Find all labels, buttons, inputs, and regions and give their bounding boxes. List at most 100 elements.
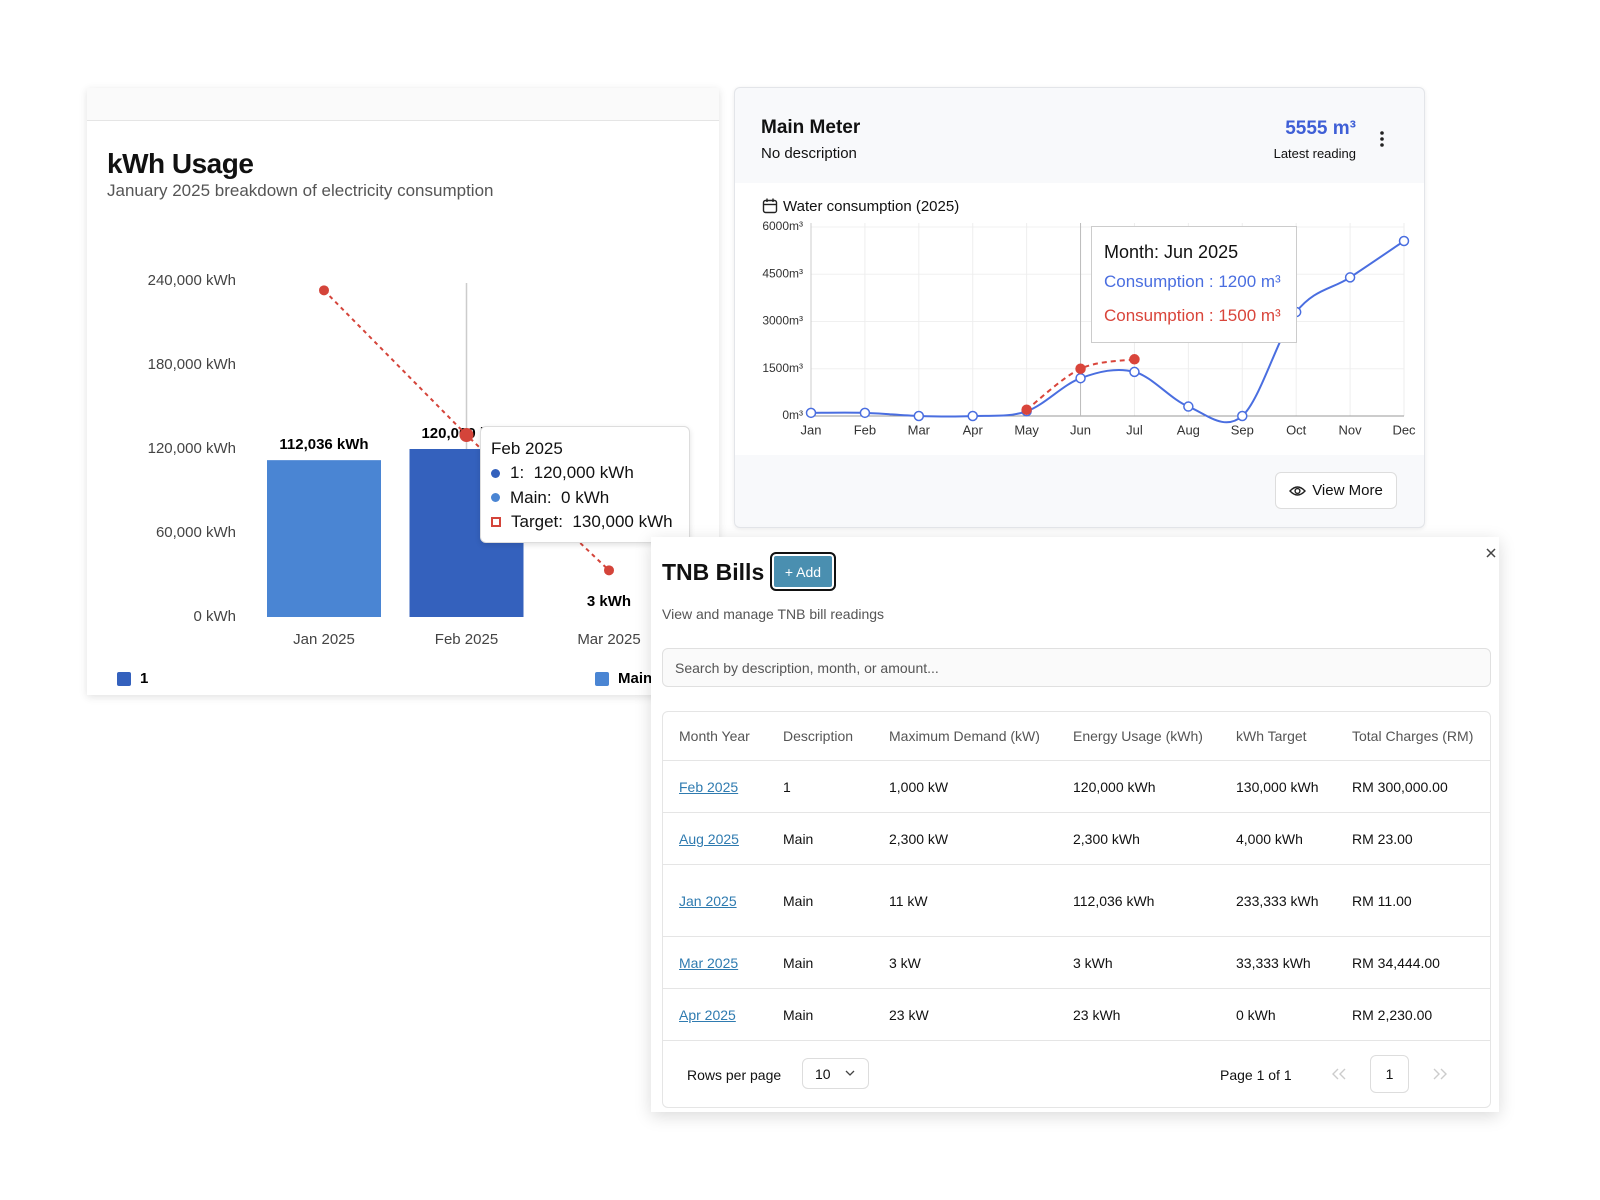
cell-text: Main — [783, 830, 814, 847]
table-container: Month Year Description Maximum Demand (kW)… — [662, 711, 1491, 1108]
target-point — [459, 428, 474, 442]
y-tick-label: 6000m³ — [762, 219, 803, 233]
line-chart: 0m³ 1500m³ 3000m³ 4500m³ 6000m³ Jan Feb Mar Apr M… — [762, 219, 1416, 437]
main-meter-card: Main Meter No description 5555 m³ Latest… — [734, 87, 1425, 528]
y-tick-label: 0m³ — [782, 408, 803, 422]
table-cell: 112,036 kWh — [1057, 864, 1220, 937]
table-cell: 130,000 kWh — [1220, 760, 1336, 813]
current-page[interactable]: 1 — [1370, 1055, 1409, 1093]
rows-per-page-label: Rows per page — [687, 1067, 782, 1083]
chart-tooltip: Feb 2025 1: 120,000 kWh Main: 0 kWh Target… — [480, 426, 690, 543]
page-info: Page 1 of 1 — [1220, 1067, 1292, 1083]
tooltip-marker — [491, 517, 501, 528]
meter-title: Main Meter — [761, 117, 861, 138]
rows-per-page-select[interactable]: 10 — [802, 1058, 869, 1089]
table-cell: 2,300 kW — [873, 812, 1057, 865]
series-point — [859, 407, 871, 419]
latest-reading-label: Latest reading — [1273, 146, 1356, 161]
more-menu[interactable] — [1375, 130, 1389, 148]
table-cell: RM 23.00 — [1336, 812, 1490, 865]
table-cell: 1 — [767, 760, 873, 813]
table-row: Mar 2025 Main 3 kW 3 kWh 33,333 kWh RM 34,444… — [663, 936, 1490, 989]
tooltip-row: Main: 0 kWh — [491, 486, 679, 511]
view-more-button[interactable]: View More — [1275, 472, 1397, 509]
x-tick-label: Dec — [1392, 422, 1416, 437]
tooltip-text: Main: 0 kWh — [510, 487, 610, 507]
cell-text: Main — [783, 954, 814, 971]
table-row: Feb 2025 1 1,000 kW 120,000 kWh 130,000 kWh R… — [663, 760, 1490, 813]
cell-text: 0 kWh — [1236, 1006, 1276, 1023]
cell-text: 2,300 kWh — [1073, 830, 1140, 847]
tooltip-row: Consumption : 1200 m³ — [1104, 272, 1281, 291]
cell-text: 112,036 kWh — [1073, 892, 1155, 909]
chart-title: Water consumption (2025) — [783, 198, 960, 215]
table-cell: RM 11.00 — [1336, 864, 1490, 937]
chart-area — [735, 183, 1424, 455]
month-link[interactable]: Apr 2025 — [679, 1006, 736, 1023]
add-button[interactable]: + Add — [770, 552, 836, 591]
cell-text: 3 kW — [889, 954, 921, 971]
first-page-button[interactable] — [1331, 1068, 1347, 1080]
table-cell: Jan 2025 — [663, 864, 767, 937]
cell-text: Main — [783, 1006, 814, 1023]
legend-swatch — [595, 672, 609, 686]
x-tick-label: Feb — [854, 422, 876, 437]
bar-chart: 0 kWh 60,000 kWh 120,000 kWh 180,000 kWh 240… — [117, 272, 719, 687]
column-header: Description — [767, 712, 873, 761]
table-cell: Mar 2025 — [663, 936, 767, 989]
cell-text: RM 300,000.00 — [1352, 778, 1448, 795]
table-cell: Main — [767, 988, 873, 1041]
tooltip-row: Consumption : 1500 m³ — [1104, 306, 1281, 325]
last-page-button[interactable] — [1432, 1068, 1448, 1080]
cell-text: 3 kWh — [1073, 954, 1113, 971]
search-input[interactable]: Search by description, month, or amount.… — [662, 648, 1491, 687]
table-cell: Main — [767, 812, 873, 865]
y-tick-label: 240,000 kWh — [148, 272, 236, 289]
series-point — [1129, 354, 1140, 365]
month-link[interactable]: Mar 2025 — [679, 954, 739, 971]
target-point — [604, 565, 614, 576]
meter-description: No description — [761, 145, 857, 162]
month-link[interactable]: Feb 2025 — [679, 778, 739, 795]
eye-icon — [1289, 485, 1307, 496]
table-cell: Apr 2025 — [663, 988, 767, 1041]
column-header: Total Charges (RM) — [1336, 712, 1490, 761]
x-tick-label: Jun — [1070, 422, 1091, 437]
table-row: Jan 2025 Main 11 kW 112,036 kWh 233,333 kWh R… — [663, 864, 1490, 937]
tooltip-marker — [491, 468, 500, 478]
dialog-title: TNB Bills — [662, 559, 765, 585]
cell-text: RM 34,444.00 — [1352, 954, 1440, 971]
column-header: Energy Usage (kWh) — [1057, 712, 1220, 761]
series-point — [1398, 235, 1410, 247]
table-cell: Feb 2025 — [663, 760, 767, 813]
x-tick-label: Apr — [963, 422, 984, 437]
x-tick-label: Nov — [1339, 422, 1363, 437]
chart-tooltip: Month: Jun 2025 Consumption : 1200 m³ Con… — [1091, 226, 1297, 343]
series-point — [967, 410, 978, 422]
table-cell: 23 kWh — [1057, 988, 1220, 1041]
y-tick-label: 120,000 kWh — [148, 440, 236, 457]
x-tick-label: Aug — [1177, 422, 1200, 437]
month-link[interactable]: Jan 2025 — [679, 892, 737, 909]
y-tick-label: 0 kWh — [193, 608, 236, 625]
card-header-strip — [87, 88, 719, 121]
cell-text: 130,000 kWh — [1236, 778, 1319, 795]
month-link[interactable]: Aug 2025 — [679, 830, 739, 847]
series-point — [1344, 272, 1356, 283]
tooltip-row: 1: 120,000 kWh — [491, 461, 679, 486]
x-tick-label: Oct — [1286, 422, 1307, 437]
latest-reading: 5555 m³ — [1285, 118, 1356, 139]
close-button[interactable] — [1485, 547, 1497, 559]
y-tick-label: 3000m³ — [762, 314, 803, 328]
target-point — [319, 285, 329, 296]
x-tick-label: Mar 2025 — [577, 631, 640, 648]
table-cell: 2,300 kWh — [1057, 812, 1220, 865]
bills-table: Month Year Description Maximum Demand (kW)… — [663, 712, 1490, 1041]
series-point — [913, 410, 925, 422]
cell-text: 4,000 kWh — [1236, 830, 1303, 847]
x-tick-label: Sep — [1231, 422, 1254, 437]
button-label: View More — [1312, 482, 1383, 499]
cell-text: 1 — [783, 778, 791, 795]
series-point — [1129, 366, 1140, 378]
cell-text: 23 kW — [889, 1006, 929, 1023]
